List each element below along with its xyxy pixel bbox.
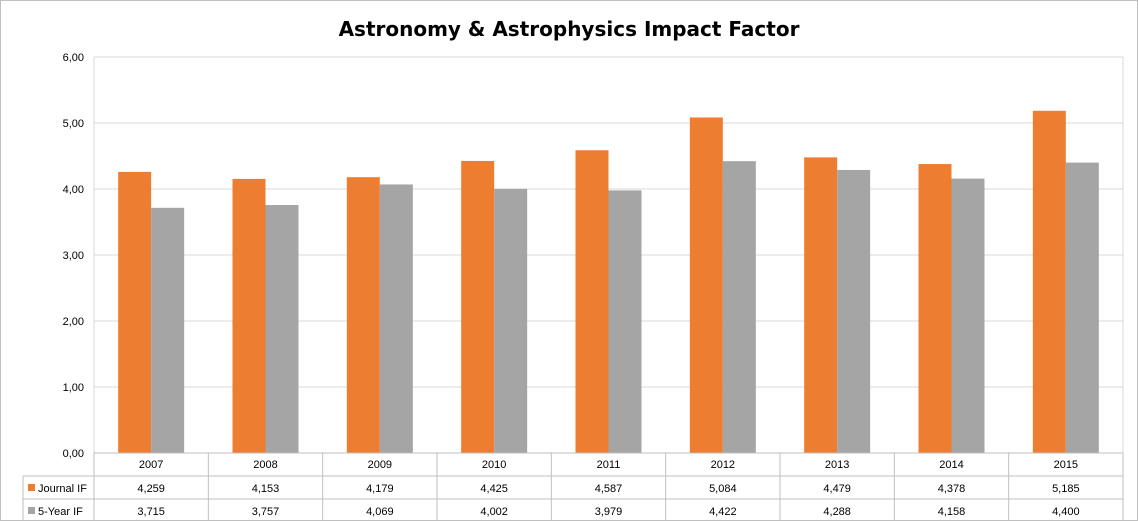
bar-journal-if [804,157,838,454]
bar-journal-if [232,178,266,454]
x-tick-label: 2013 [825,459,849,471]
x-tick-label: 2014 [939,459,963,471]
bar-5-year-if [151,207,185,453]
data-label: 4,378 [938,483,966,495]
bar-5-year-if [494,188,528,454]
bar-5-year-if [379,184,413,454]
x-tick-label: 2015 [1054,459,1078,471]
data-label: 4,425 [480,483,508,495]
y-tick-label: 4,00 [63,184,84,196]
y-tick-label: 1,00 [63,382,84,394]
bar-journal-if [1032,110,1066,453]
data-label: 4,158 [938,506,966,518]
legend-label: Journal IF [38,483,87,495]
data-label: 4,288 [823,506,851,518]
data-label: 4,400 [1052,506,1080,518]
bar-journal-if [461,160,495,453]
bar-5-year-if [265,205,299,453]
x-tick-label: 2012 [711,459,735,471]
bar-5-year-if [837,169,871,453]
data-label: 4,069 [366,506,394,518]
data-label: 5,185 [1052,483,1080,495]
x-tick-label: 2007 [139,459,163,471]
y-tick-label: 2,00 [63,316,84,328]
data-label: 3,979 [595,506,623,518]
x-tick-label: 2010 [482,459,506,471]
bar-5-year-if [951,178,985,453]
bar-journal-if [118,171,152,453]
bar-5-year-if [722,161,756,453]
bar-5-year-if [1065,162,1099,453]
y-tick-label: 5,00 [63,118,84,130]
bar-5-year-if [608,190,642,454]
data-label: 4,002 [480,506,508,518]
data-label: 3,715 [137,506,165,518]
data-label: 4,422 [709,506,737,518]
data-label: 4,179 [366,483,394,495]
y-tick-label: 0,00 [63,448,84,460]
legend-label: 5-Year IF [38,506,83,518]
data-label: 3,757 [252,506,280,518]
x-tick-label: 2008 [253,459,277,471]
data-label: 4,587 [595,483,623,495]
legend-swatch [28,507,35,514]
data-label: 4,479 [823,483,851,495]
x-tick-label: 2009 [368,459,392,471]
y-tick-label: 3,00 [63,250,84,262]
chart-title: Astronomy & Astrophysics Impact Factor [338,17,800,41]
data-label: 4,153 [252,483,280,495]
bar-journal-if [918,164,952,453]
legend-swatch [28,484,35,491]
data-label: 4,259 [137,483,165,495]
bar-journal-if [346,177,380,453]
x-tick-label: 2011 [597,459,621,471]
bar-journal-if [689,117,723,454]
data-label: 5,084 [709,483,737,495]
bar-journal-if [575,150,609,453]
y-tick-label: 6,00 [63,52,84,64]
